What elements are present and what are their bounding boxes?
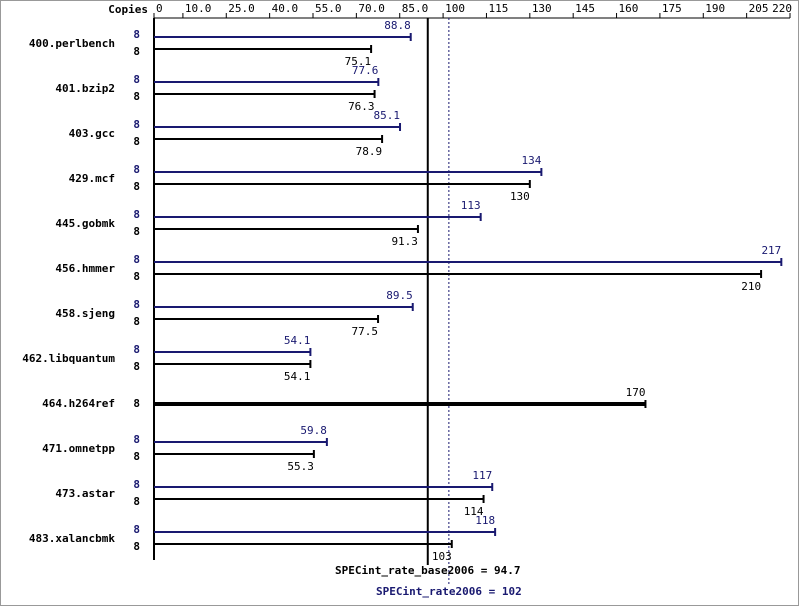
benchmark-label: 456.hmmer bbox=[55, 262, 115, 275]
x-tick-label: 175 bbox=[662, 2, 682, 15]
copies-label: 8 bbox=[133, 253, 140, 266]
copies-label: 8 bbox=[133, 523, 140, 536]
benchmark-label: 401.bzip2 bbox=[55, 82, 115, 95]
copies-label: 8 bbox=[133, 73, 140, 86]
peak-mean-label: SPECint_rate2006 = 102 bbox=[376, 585, 522, 598]
value-label: 75.1 bbox=[345, 55, 372, 68]
value-label: 78.9 bbox=[356, 145, 383, 158]
value-label: 113 bbox=[461, 199, 481, 212]
copies-label: 8 bbox=[133, 118, 140, 131]
copies-label: 8 bbox=[133, 397, 140, 410]
benchmark-label: 462.libquantum bbox=[22, 352, 115, 365]
benchmark-label: 464.h264ref bbox=[42, 397, 115, 410]
copies-label: 8 bbox=[133, 298, 140, 311]
value-label: 91.3 bbox=[391, 235, 418, 248]
value-label: 77.5 bbox=[352, 325, 379, 338]
copies-label: 8 bbox=[133, 540, 140, 553]
copies-label: 8 bbox=[133, 433, 140, 446]
copies-label: 8 bbox=[133, 208, 140, 221]
benchmark-label: 471.omnetpp bbox=[42, 442, 115, 455]
copies-label: 8 bbox=[133, 270, 140, 283]
value-label: 103 bbox=[432, 550, 452, 563]
value-label: 88.8 bbox=[384, 19, 411, 32]
value-label: 130 bbox=[510, 190, 530, 203]
benchmark-label: 445.gobmk bbox=[55, 217, 115, 230]
copies-label: 8 bbox=[133, 163, 140, 176]
value-label: 118 bbox=[475, 514, 495, 527]
value-label: 170 bbox=[626, 386, 646, 399]
copies-label: 8 bbox=[133, 45, 140, 58]
benchmark-label: 458.sjeng bbox=[55, 307, 115, 320]
benchmark-label: 473.astar bbox=[55, 487, 115, 500]
copies-label: 8 bbox=[133, 478, 140, 491]
x-tick-label: 25.0 bbox=[228, 2, 255, 15]
value-label: 210 bbox=[741, 280, 761, 293]
benchmark-label: 429.mcf bbox=[69, 172, 115, 185]
x-tick-label: 220 bbox=[772, 2, 792, 15]
x-tick-label: 40.0 bbox=[272, 2, 299, 15]
x-tick-label: 100 bbox=[445, 2, 465, 15]
value-label: 89.5 bbox=[386, 289, 413, 302]
value-label: 134 bbox=[522, 154, 542, 167]
value-label: 217 bbox=[761, 244, 781, 257]
value-label: 54.1 bbox=[284, 370, 311, 383]
benchmark-label: 403.gcc bbox=[69, 127, 115, 140]
value-label: 76.3 bbox=[348, 100, 375, 113]
benchmark-label: 483.xalancbmk bbox=[29, 532, 115, 545]
x-tick-label: 0 bbox=[156, 2, 163, 15]
copies-label: 8 bbox=[133, 180, 140, 193]
value-label: 85.1 bbox=[374, 109, 401, 122]
copies-label: 8 bbox=[133, 225, 140, 238]
copies-label: 8 bbox=[133, 28, 140, 41]
base-mean-label: SPECint_rate_base2006 = 94.7 bbox=[335, 564, 520, 577]
x-tick-label: 85.0 bbox=[402, 2, 429, 15]
x-tick-label: 130 bbox=[532, 2, 552, 15]
x-tick-label: 10.0 bbox=[185, 2, 212, 15]
copies-label: 8 bbox=[133, 360, 140, 373]
copies-label: 8 bbox=[133, 495, 140, 508]
value-label: 117 bbox=[472, 469, 492, 482]
x-tick-label: 115 bbox=[488, 2, 508, 15]
copies-label: 8 bbox=[133, 315, 140, 328]
x-tick-label: 70.0 bbox=[358, 2, 385, 15]
x-tick-label: 55.0 bbox=[315, 2, 342, 15]
value-label: 55.3 bbox=[287, 460, 314, 473]
copies-label: 8 bbox=[133, 343, 140, 356]
copies-label: 8 bbox=[133, 90, 140, 103]
x-tick-label: 205 bbox=[749, 2, 769, 15]
copies-header: Copies bbox=[108, 3, 148, 16]
value-label: 114 bbox=[464, 505, 484, 518]
x-tick-label: 160 bbox=[619, 2, 639, 15]
value-label: 54.1 bbox=[284, 334, 311, 347]
x-tick-label: 145 bbox=[575, 2, 595, 15]
copies-label: 8 bbox=[133, 135, 140, 148]
value-label: 59.8 bbox=[300, 424, 327, 437]
copies-label: 8 bbox=[133, 450, 140, 463]
benchmark-label: 400.perlbench bbox=[29, 37, 115, 50]
x-tick-label: 190 bbox=[705, 2, 725, 15]
value-label: 77.6 bbox=[352, 64, 379, 77]
